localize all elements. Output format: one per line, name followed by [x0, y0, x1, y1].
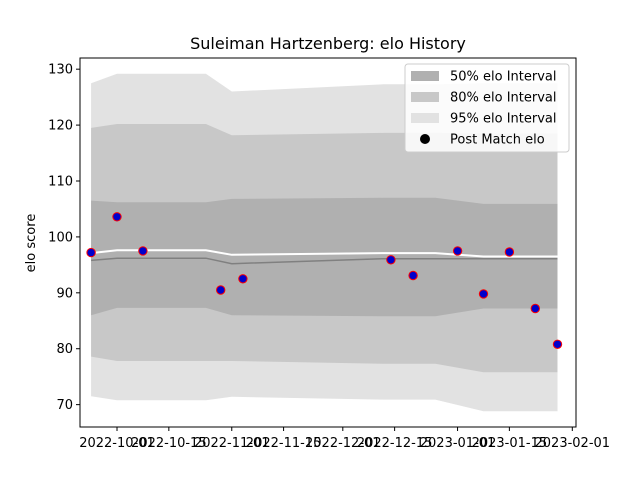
elo-point: [452, 246, 463, 256]
elo-point: [238, 274, 248, 284]
y-tick-label: 100: [48, 230, 73, 245]
elo-point: [530, 303, 540, 314]
x-tick-label: 2022-12-01: [305, 436, 381, 451]
interval-bands: [91, 73, 558, 412]
interval-band-1: [91, 197, 558, 317]
elo-point: [552, 339, 563, 349]
x-tick-label: 2022-11-01: [194, 436, 270, 451]
legend-swatch: [411, 92, 439, 102]
post-match-points: [86, 212, 563, 349]
y-tick-label: 90: [56, 286, 73, 301]
x-axis-ticks: 2022-10-012022-10-152022-11-012022-11-15…: [79, 427, 610, 451]
y-tick-label: 70: [56, 398, 73, 413]
elo-point: [504, 247, 515, 257]
legend: 50% elo Interval 80% elo Interval 95% elo …: [404, 63, 570, 153]
x-tick-label: 2023-02-01: [535, 436, 611, 451]
y-tick-label: 120: [48, 119, 73, 134]
y-tick-label: 80: [56, 342, 73, 357]
legend-box: [404, 63, 570, 153]
elo-point: [478, 289, 489, 299]
elo-point: [386, 255, 396, 265]
x-tick-label: 2022-10-15: [131, 436, 207, 451]
elo-point: [86, 247, 96, 258]
elo-point: [138, 246, 148, 256]
y-axis-ticks: 70 80 90 100 110 120 130: [48, 63, 80, 413]
legend-swatch: [411, 113, 439, 123]
x-tick-label: 2023-01-01: [420, 436, 496, 451]
elo-point: [112, 212, 122, 222]
legend-label: 50% elo Interval: [450, 70, 557, 85]
legend-swatch: [411, 71, 439, 81]
x-tick-label: 2022-12-15: [357, 436, 433, 451]
legend-marker: [420, 134, 430, 144]
legend-label: 80% elo Interval: [450, 91, 557, 106]
legend-label: 95% elo Interval: [450, 112, 557, 127]
chart-title: Suleiman Hartzenberg: elo History: [190, 34, 466, 53]
elo-point: [216, 285, 226, 295]
plot-frame: [79, 57, 577, 428]
elo-point: [408, 270, 418, 281]
legend-label: Post Match elo: [450, 133, 545, 148]
y-axis-label: elo score: [24, 214, 39, 273]
y-tick-label: 110: [48, 175, 73, 190]
x-tick-label: 2022-11-15: [246, 436, 322, 451]
x-tick-label: 2022-10-01: [79, 436, 155, 451]
y-tick-label: 130: [48, 63, 73, 78]
x-tick-label: 2023-01-15: [472, 436, 548, 451]
